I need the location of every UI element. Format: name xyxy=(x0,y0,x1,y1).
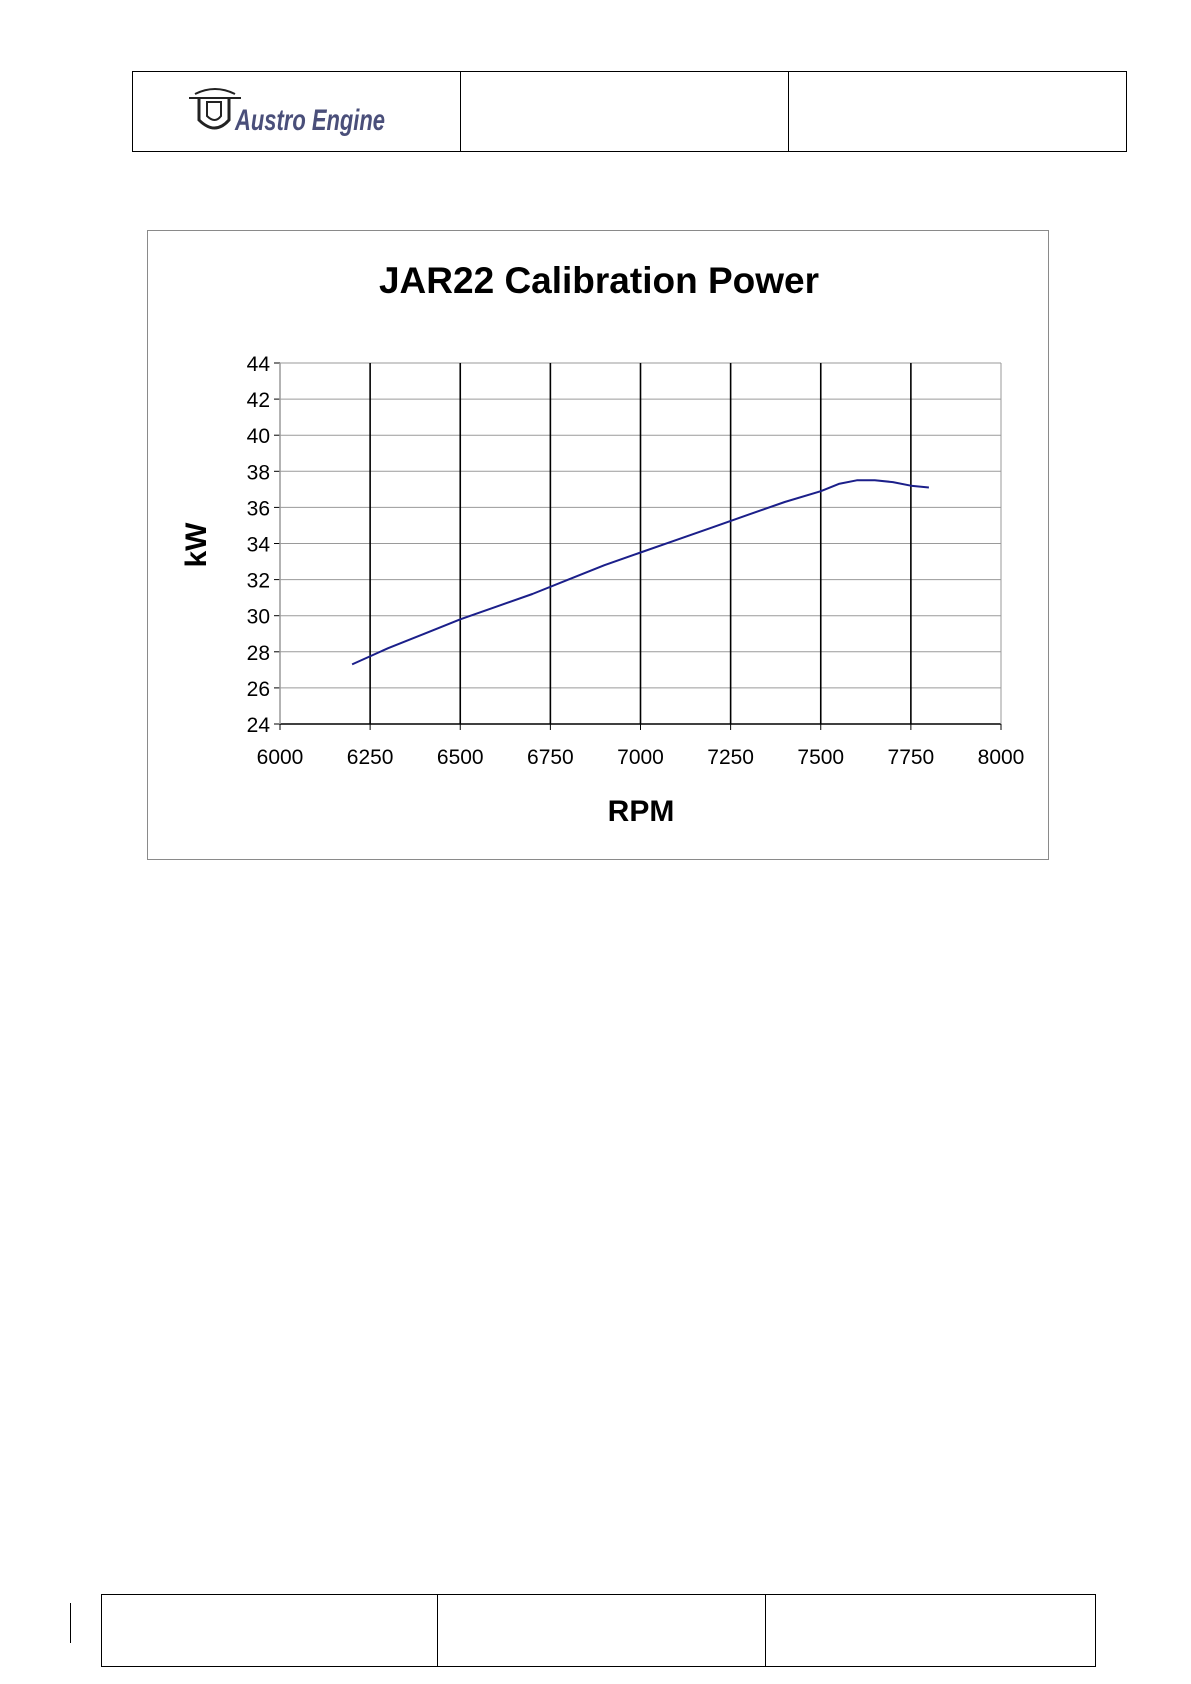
footer-cell-1 xyxy=(102,1595,438,1666)
y-tick-label: 24 xyxy=(247,714,271,737)
y-tick-label: 40 xyxy=(247,425,270,448)
austro-engine-logo: Austro Engine xyxy=(133,72,460,151)
y-tick-label: 42 xyxy=(247,389,270,412)
x-tick-label: 8000 xyxy=(978,746,1025,769)
footer-table xyxy=(101,1594,1096,1667)
y-tick-label: 36 xyxy=(247,497,270,520)
y-tick-label: 26 xyxy=(247,678,270,701)
header-cell-3 xyxy=(789,72,1126,151)
chart-frame: JAR22 Calibration Power 6000 6250 6500 6750… xyxy=(147,230,1049,860)
x-tick-label: 6250 xyxy=(347,746,394,769)
power-chart: JAR22 Calibration Power 6000 6250 6500 6750… xyxy=(180,260,1025,828)
footer-cell-3 xyxy=(766,1595,1095,1666)
y-tick-label: 30 xyxy=(247,606,270,629)
x-tick-label: 6750 xyxy=(527,746,574,769)
x-tick-label: 7250 xyxy=(707,746,754,769)
margin-bar xyxy=(70,1603,71,1643)
y-tick-label: 32 xyxy=(247,570,270,593)
x-tick-label: 7500 xyxy=(797,746,844,769)
x-axis-label: RPM xyxy=(608,795,675,828)
power-curve-line xyxy=(351,479,929,666)
footer-cell-2 xyxy=(438,1595,766,1666)
y-axis-label: kW xyxy=(180,522,213,568)
y-tick-label: 44 xyxy=(247,353,271,376)
y-tick-label: 28 xyxy=(247,642,270,665)
header-cell-2 xyxy=(461,72,789,151)
x-tick-label: 7000 xyxy=(617,746,664,769)
header-logo-cell: Austro Engine xyxy=(133,72,461,151)
chart-title: JAR22 Calibration Power xyxy=(379,260,819,301)
y-tick-label: 34 xyxy=(247,534,271,557)
x-tick-label: 7750 xyxy=(888,746,935,769)
x-tick-label: 6500 xyxy=(437,746,484,769)
y-tick-label: 38 xyxy=(247,461,270,484)
header-table: Austro Engine xyxy=(132,71,1127,152)
logo-text: Austro Engine xyxy=(234,104,385,137)
x-tick-label: 6000 xyxy=(257,746,304,769)
